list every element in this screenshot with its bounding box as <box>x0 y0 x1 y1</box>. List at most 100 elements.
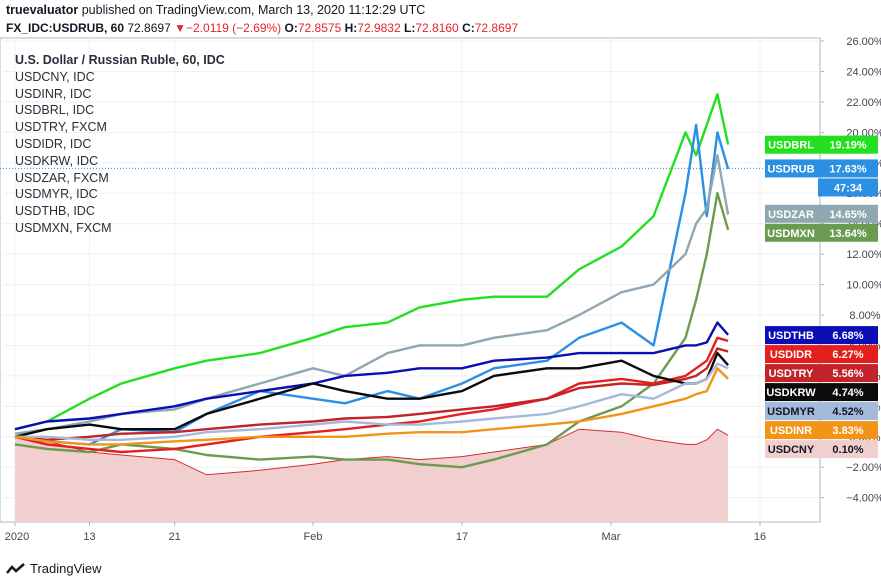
price-tag-usdmxn <box>765 223 818 242</box>
series-area-usdcny <box>15 429 729 522</box>
price-tag-value-bg <box>818 223 878 242</box>
publish-info: published on TradingView.com, March 13, … <box>81 3 426 17</box>
open-label: O: <box>284 21 298 35</box>
countdown-value: 47:34 <box>834 182 863 194</box>
symbol-header: FX_IDC:USDRUB, 60 72.8697 ▼−2.0119 (−2.6… <box>6 21 518 35</box>
price-tag-value-bg <box>818 345 878 364</box>
down-arrow-icon: ▼ <box>174 21 186 35</box>
price-tag-usdbrl <box>765 135 818 154</box>
price-tag-usdkrw <box>765 383 818 402</box>
series-line-usdzar <box>14 154 730 435</box>
publish-header: truevaluator published on TradingView.co… <box>6 3 425 17</box>
price-tag-name: USDRUB <box>767 163 814 175</box>
tradingview-logo-icon <box>6 562 26 575</box>
price-tag-name: USDCNY <box>768 444 815 456</box>
price-tag-value: 3.83% <box>832 425 863 437</box>
close-value: 72.8697 <box>474 21 519 35</box>
series-line-usdmyr <box>15 362 729 441</box>
legend-item[interactable]: USDTHB, IDC <box>15 204 95 219</box>
series-line-usdmxn <box>14 192 730 469</box>
x-tick-label: 13 <box>83 531 95 543</box>
legend-item[interactable]: USDBRL, IDC <box>15 103 95 118</box>
y-tick-label: 24.00% <box>846 66 881 78</box>
tradingview-logo[interactable]: TradingView <box>6 561 102 576</box>
price-tag-name: USDINR <box>770 425 812 437</box>
price-tag-name: USDBRL <box>768 140 814 152</box>
price-tag-usdcny <box>765 440 818 459</box>
price-tag-usdthb <box>765 326 818 345</box>
price-tag-usdrub <box>765 159 818 178</box>
last-price: 72.8697 <box>127 21 171 35</box>
close-label: C: <box>462 21 475 35</box>
price-tag-value-bg <box>818 204 878 223</box>
price-tag-value: 19.19% <box>829 140 867 152</box>
series-line-usdcny <box>14 428 729 476</box>
price-tag-usdinr <box>765 421 818 440</box>
y-tick-label: 22.00% <box>846 97 881 109</box>
price-tag-usdmyr <box>765 402 818 421</box>
price-tag-value-bg <box>818 326 878 345</box>
low-value: 72.8160 <box>415 21 459 35</box>
high-value: 72.9832 <box>357 21 401 35</box>
legend-item[interactable]: USDCNY, IDC <box>15 69 95 84</box>
legend-item[interactable]: USDTRY, FXCM <box>15 120 107 135</box>
x-tick-label: 17 <box>456 531 468 543</box>
price-tag-value: 4.74% <box>832 387 863 399</box>
price-tag-usdidr <box>765 345 818 364</box>
x-tick-label: 21 <box>169 531 181 543</box>
price-tag-name: USDTRY <box>769 368 814 380</box>
low-label: L: <box>404 21 416 35</box>
x-tick-label: Feb <box>304 531 323 543</box>
price-tag-value: 6.27% <box>832 349 863 361</box>
price-tag-value-bg <box>818 364 878 383</box>
legend-title[interactable]: U.S. Dollar / Russian Ruble, 60, IDC <box>15 53 225 67</box>
author-name[interactable]: truevaluator <box>6 3 79 17</box>
open-value: 72.8575 <box>297 21 342 35</box>
price-tag-name: USDZAR <box>768 209 814 221</box>
x-tick-label: 2020 <box>5 531 29 543</box>
price-tag-value: 4.52% <box>832 406 863 418</box>
legend-item[interactable]: USDIDR, IDC <box>15 136 92 151</box>
price-tag-usdtry <box>765 364 818 383</box>
y-tick-label: 8.00% <box>849 310 880 322</box>
price-tag-name: USDKRW <box>766 387 816 399</box>
price-tag-value-bg <box>818 383 878 402</box>
price-tag-value: 6.68% <box>832 330 863 342</box>
legend-item[interactable]: USDINR, IDC <box>15 86 92 101</box>
legend-item[interactable]: USDKRW, IDC <box>15 153 99 168</box>
price-tag-name: USDMYR <box>767 406 815 418</box>
price-tag-value: 17.63% <box>829 163 867 175</box>
y-tick-label: 26.00% <box>846 36 881 48</box>
series-line-usdinr <box>14 367 729 446</box>
price-tag-name: USDMXN <box>767 228 815 240</box>
y-tick-label: −4.00% <box>846 493 881 505</box>
price-tag-usdzar <box>765 204 818 223</box>
series-line-usdidr <box>14 336 729 454</box>
series-line-usdthb <box>14 321 730 431</box>
price-tag-name: USDTHB <box>768 330 814 342</box>
price-tag-value: 0.10% <box>832 444 863 456</box>
legend-item[interactable]: USDZAR, FXCM <box>15 170 109 185</box>
high-label: H: <box>344 21 358 35</box>
price-tag-value-bg <box>818 159 878 178</box>
price-tag-value: 14.65% <box>829 209 867 221</box>
price-tag-value-bg <box>818 440 878 459</box>
countdown-tag <box>818 178 878 197</box>
legend-item[interactable]: USDMYR, IDC <box>15 187 98 202</box>
price-tag-value-bg <box>818 402 878 421</box>
price-tag-value-bg <box>818 421 878 440</box>
legend: U.S. Dollar / Russian Ruble, 60, IDC USD… <box>15 52 225 237</box>
series-line-usdtry <box>14 347 729 441</box>
series-line-usdrub <box>14 123 730 446</box>
y-tick-label: −2.00% <box>846 462 881 474</box>
price-change: −2.0119 (−2.69%) <box>186 21 282 35</box>
price-tag-name: USDIDR <box>770 349 812 361</box>
y-tick-label: 12.00% <box>846 249 881 261</box>
price-tag-value: 5.56% <box>832 368 863 380</box>
tradingview-logo-text: TradingView <box>30 561 102 576</box>
legend-item[interactable]: USDMXN, FXCM <box>15 220 112 235</box>
symbol-name: FX_IDC:USDRUB, 60 <box>6 21 125 35</box>
series-line-usdbrl <box>14 93 730 431</box>
price-tag-value: 13.64% <box>829 228 867 240</box>
